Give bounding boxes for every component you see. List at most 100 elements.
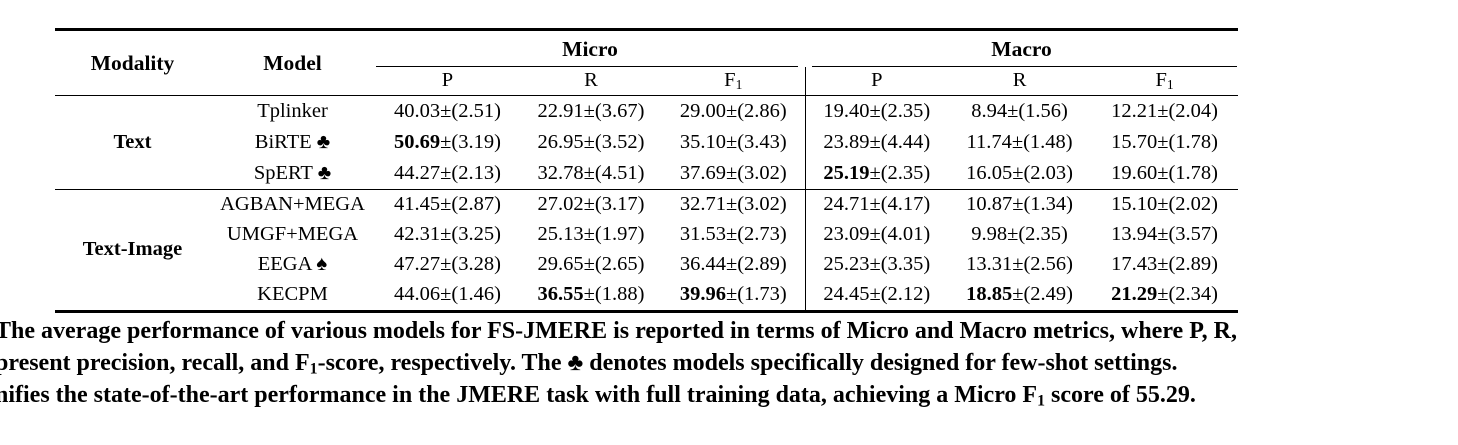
value-std: ±(3.25) [440,223,501,246]
value-main: 25.13 [537,223,584,246]
value-main: 13.94 [1111,223,1158,246]
value-std: ±(3.19) [440,130,501,153]
table-row: EEGA ♠ 47.27±(3.28) 29.65±(2.65) 36.44±(2.8… [55,250,1238,280]
value-cell: 24.45±(2.12) [804,280,949,312]
value-std: ±(1.97) [583,223,645,246]
value-cell: 47.27±(3.28) [375,250,520,280]
value-main: 39.96 [679,283,726,306]
value-cell: 32.71±(3.02) [662,190,805,221]
value-std: ±(2.34) [1157,283,1218,306]
value-cell: 23.89±(4.44) [804,127,949,158]
value-std: ±(2.13) [440,161,501,184]
col-header-macro-f1: F1 [1091,67,1239,96]
value-cell: 50.69±(3.19) [375,127,520,158]
value-cell: 44.27±(2.13) [375,158,520,190]
value-main: 24.71 [823,193,870,216]
value-cell: 36.44±(2.89) [662,250,805,280]
table-caption: The average performance of various model… [0,315,1458,411]
value-main: 40.03 [394,99,441,122]
value-cell: 25.13±(1.97) [520,220,662,250]
value-main: 24.45 [823,283,870,306]
value-cell: 10.87±(1.34) [948,190,1091,221]
value-std: ±(2.73) [725,223,787,246]
value-cell: 37.69±(3.02) [662,158,806,190]
value-cell: 21.29±(2.34) [1091,280,1238,312]
value-main: 35.10 [679,130,726,153]
value-std: ±(4.17) [869,193,931,216]
value-main: 47.27 [394,253,441,276]
results-table-body: Text Tplinker 40.03±(2.51) 22.91±(3.67) 29.0… [55,95,1239,312]
model-cell: EEGA ♠ [257,253,328,276]
value-main: 11.74 [966,130,1012,153]
value-std: ±(3.57) [1157,223,1218,246]
modality-cell: Text-Image [82,238,183,261]
value-std: ±(3.02) [725,193,787,216]
value-std: ±(1.46) [440,283,501,306]
value-main: 10.87 [966,193,1013,216]
value-main: 32.71 [679,193,726,216]
col-group-macro: Macro [805,30,1238,68]
value-std: ±(2.89) [1157,253,1218,276]
value-cell: 9.98±(2.35) [948,220,1091,250]
col-header-micro-f1: F1 [662,67,806,96]
value-cell: 13.94±(3.57) [1091,220,1238,250]
value-main: 25.19 [823,161,870,184]
value-cell: 27.02±(3.17) [520,190,662,221]
value-cell: 24.71±(4.17) [804,189,949,220]
value-std: ±(4.01) [869,223,931,246]
value-main: 44.06 [394,283,441,306]
col-group-micro: Micro [375,30,805,68]
value-cell: 16.05±(2.03) [948,158,1092,190]
value-main: 29.00 [679,99,726,122]
value-std: ±(2.35) [869,99,931,122]
value-std: ±(1.48) [1011,130,1073,153]
value-std: ±(2.12) [869,283,931,306]
model-cell: BiRTE ♣ [254,130,331,153]
value-std: ±(1.73) [725,283,787,306]
value-std: ±(2.35) [869,161,931,184]
value-main: 15.70 [1111,130,1158,153]
value-cell: 12.21±(2.04) [1091,96,1238,128]
value-main: 25.23 [823,253,870,276]
value-main: 9.98 [971,223,1008,246]
value-std: ±(2.35) [1007,223,1068,246]
value-std: ±(3.17) [583,193,645,216]
value-main: 19.40 [823,99,870,122]
value-std: ±(3.35) [869,253,931,276]
col-header-macro-r: R [948,67,1092,96]
caption-line: The average performance of various model… [0,318,1237,344]
table-header-row: Modality Model Micro Macro [55,29,1238,96]
value-std: ±(2.51) [440,99,501,122]
value-cell: 29.65±(2.65) [520,250,662,280]
value-main: 13.31 [966,253,1013,276]
col-header-micro-p: P [375,67,520,96]
value-std: ±(2.87) [440,193,501,216]
value-std: ±(2.89) [725,253,787,276]
value-cell: 25.19±(2.35) [804,158,949,190]
value-cell: 22.91±(3.67) [520,96,662,128]
value-std: ±(4.51) [583,161,645,184]
value-main: 17.43 [1111,253,1158,276]
col-header-micro-r: R [520,67,662,96]
value-main: 26.95 [537,130,584,153]
value-std: ±(2.86) [725,99,787,122]
results-table: Modality Model Micro Macro P R F1 P R F1… [55,28,1239,313]
value-main: 42.31 [394,223,441,246]
table-row: KECPM 44.06±(1.46) 36.55±(1.88) 39.96±(1.73… [55,280,1238,312]
value-std: ±(2.56) [1012,253,1073,276]
model-cell: KECPM [257,283,328,306]
value-cell: 15.70±(1.78) [1091,127,1238,158]
value-std: ±(2.65) [583,253,645,276]
value-cell: 8.94±(1.56) [948,96,1091,128]
value-main: 31.53 [679,223,726,246]
value-std: ±(1.78) [1157,161,1218,184]
value-main: 44.27 [394,161,441,184]
table-row: UMGF+MEGA 42.31±(3.25) 25.13±(1.97) 31.53±(… [55,220,1238,250]
table-subheader-row: P R F1 P R F1 [55,67,1239,96]
caption-line: nifies the state-of-the-art performance … [0,382,1196,410]
value-cell: 35.10±(3.43) [662,127,805,158]
model-cell: AGBAN+MEGA [220,193,365,216]
value-cell: 19.60±(1.78) [1091,158,1239,190]
value-cell: 13.31±(2.56) [948,250,1091,280]
value-cell: 18.85±(2.49) [948,280,1091,312]
